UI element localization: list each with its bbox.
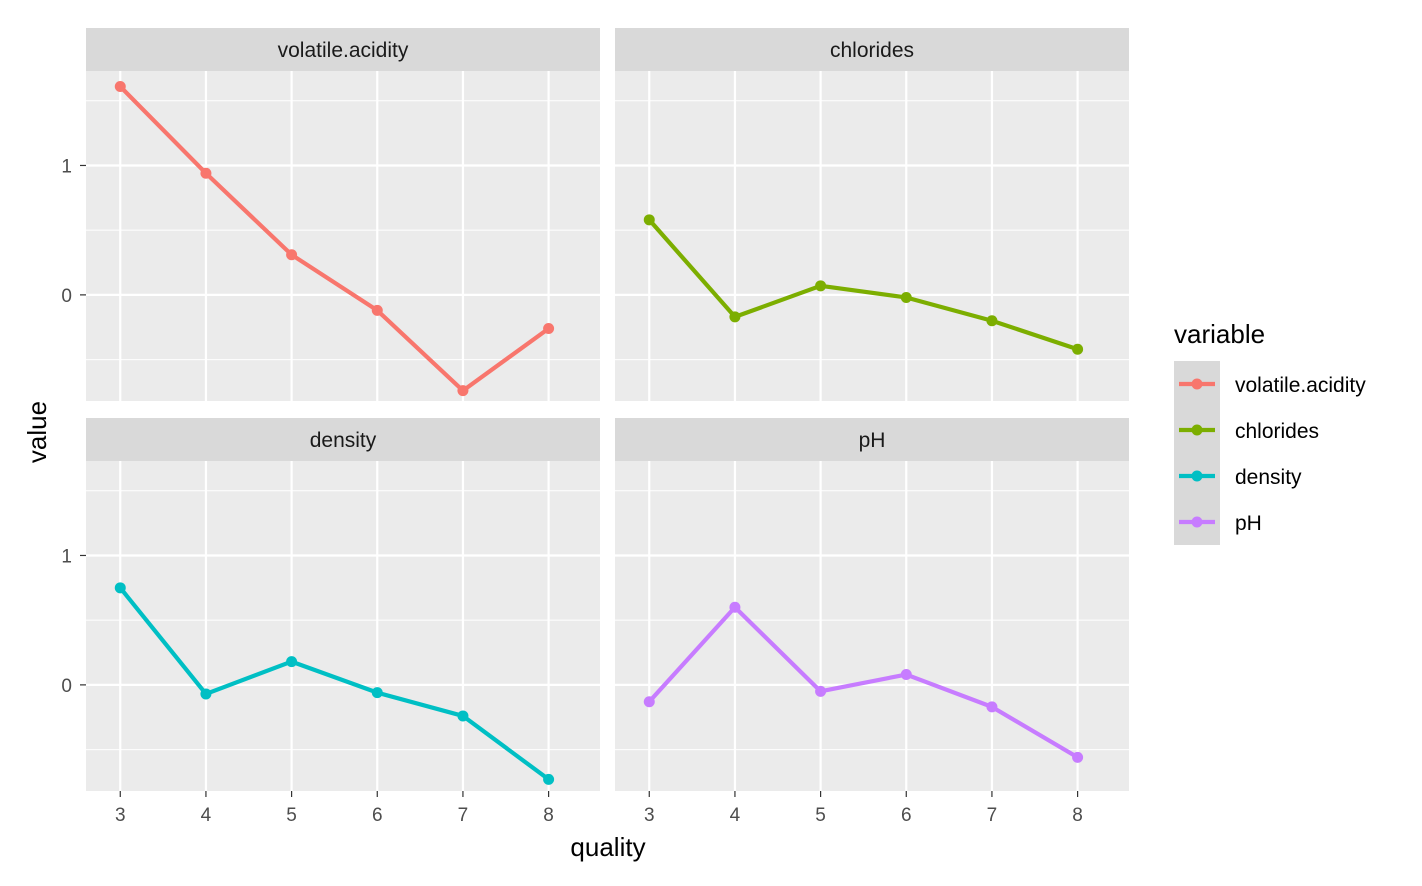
axes: 0 1 0 1 3 4 5 6 7 8 3 4 5 6 7 8 [61,156,1082,826]
data-point [371,304,383,316]
legend-item-volatile-acidity: volatile.acidity [1174,361,1366,407]
legend-item-ph: pH [1174,499,1262,545]
x-tick-label: 3 [115,805,126,826]
legend-key-point [1191,378,1203,390]
legend-label: pH [1235,512,1262,535]
data-point [200,688,212,700]
data-point [114,582,126,594]
legend-key-point [1191,424,1203,436]
series-line-chlorides [647,218,1079,352]
facet-strip [86,28,600,71]
data-point [900,291,912,303]
x-tick-label: 8 [543,805,554,826]
data-point [986,315,998,327]
data-point [114,81,126,93]
series-line-ph [647,605,1079,760]
panel-background [86,71,600,401]
data-point [729,601,741,613]
y-tick-label: 1 [61,156,72,177]
x-tick-label: 5 [286,805,297,826]
data-point [543,773,555,785]
data-point [1072,751,1084,763]
data-point [643,214,655,226]
data-point [543,323,555,335]
data-point [457,710,469,722]
facet-strip-label: chlorides [830,39,914,62]
x-tick-label: 3 [644,805,655,826]
legend-item-density: density [1174,453,1302,499]
data-point [200,167,212,179]
x-tick-label: 4 [730,805,741,826]
facet-panel-chlorides: chlorides [615,28,1129,401]
x-tick-label: 5 [815,805,826,826]
y-tick-label: 0 [61,286,72,307]
facet-strip [615,418,1129,461]
x-tick-label: 7 [987,805,998,826]
facet-panel-ph: pH [615,418,1129,791]
facet-strip-label: density [310,429,377,452]
series-line-volatile-acidity [118,85,550,393]
data-point [729,311,741,323]
legend-item-chlorides: chlorides [1174,407,1319,453]
data-point [900,669,912,681]
facet-panel-volatile-acidity: volatile.acidity [86,28,600,401]
series-line-density [118,586,550,782]
legend-label: volatile.acidity [1235,374,1366,397]
facet-strip [86,418,600,461]
y-tick-label: 0 [61,676,72,697]
legend: variable volatile.acidity chlorides density… [1174,319,1366,545]
data-point [643,696,655,708]
y-tick-label: 1 [61,546,72,567]
x-tick-label: 8 [1072,805,1083,826]
legend-label: chlorides [1235,420,1319,443]
x-tick-label: 7 [458,805,469,826]
data-point [815,280,827,292]
data-point [286,656,298,668]
facet-strip-label: pH [859,429,886,452]
data-point [815,685,827,697]
facet-panel-density: density [86,418,600,791]
facet-panels: volatile.acidity chlorides density pH [86,28,1129,791]
x-tick-label: 4 [201,805,212,826]
legend-title: variable [1174,319,1265,349]
facet-strip [615,28,1129,71]
panel-background [615,71,1129,401]
legend-key-point [1191,470,1203,482]
facet-strip-label: volatile.acidity [278,39,409,62]
legend-label: density [1235,466,1302,489]
data-point [986,701,998,713]
data-point [457,385,469,397]
x-axis-title: quality [570,832,645,862]
data-point [1072,343,1084,355]
panel-background [86,461,600,791]
y-axis-title: value [22,401,52,463]
data-point [286,249,298,261]
x-tick-label: 6 [372,805,383,826]
legend-key-point [1191,516,1203,528]
data-point [371,687,383,699]
x-tick-label: 6 [901,805,912,826]
